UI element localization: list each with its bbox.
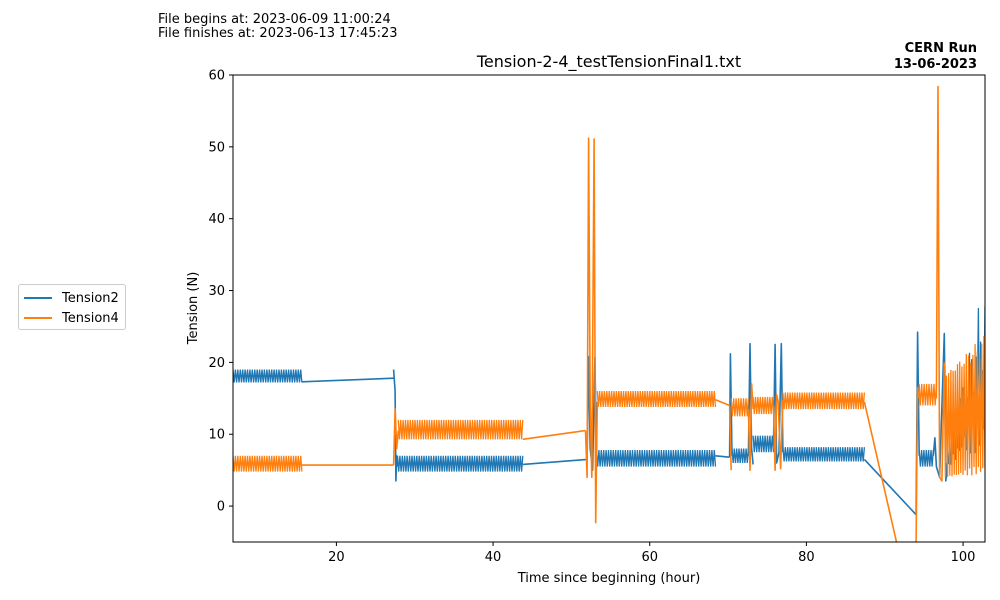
- tension4-line-4: [522, 429, 586, 441]
- tension2-line-14: [863, 458, 917, 516]
- tension2-band-13: [782, 447, 866, 462]
- y-tick-label-10: 10: [208, 428, 225, 443]
- tension2-line-2: [392, 369, 399, 482]
- tension4-band-16: [918, 383, 938, 406]
- tension4-growth-18: [943, 335, 985, 478]
- tension4-line-12: [772, 393, 784, 472]
- x-tick-label-20: 20: [328, 550, 345, 565]
- series-tension2: [233, 306, 985, 516]
- run-label: CERN Run: [904, 41, 977, 56]
- tension2-band-0: [233, 369, 303, 383]
- legend-item-tension2: Tension2: [24, 289, 119, 307]
- y-tick-label-40: 40: [208, 212, 225, 227]
- tension4-line-10: [747, 383, 754, 472]
- x-tick-label-80: 80: [798, 550, 815, 565]
- tension4-line-7: [715, 398, 730, 407]
- chart-legend: Tension2 Tension4: [18, 284, 126, 330]
- tension2-line-7: [715, 455, 730, 458]
- legend-label-tension2: Tension2: [62, 290, 119, 306]
- y-tick-label-0: 0: [217, 500, 225, 515]
- tension2-band-11: [752, 435, 775, 453]
- legend-swatch-tension2: [24, 297, 52, 299]
- legend-swatch-tension4: [24, 317, 52, 319]
- y-tick-label-30: 30: [208, 284, 225, 299]
- run-date-label: 13-06-2023: [893, 57, 977, 72]
- file-begins-text: File begins at: 2023-06-09 11:00:24: [158, 12, 391, 27]
- tension4-line-5: [584, 137, 599, 524]
- tension2-line-1: [301, 377, 394, 383]
- tension2-line-12: [772, 342, 784, 464]
- x-tick-label-100: 100: [951, 550, 976, 565]
- y-tick-label-20: 20: [208, 356, 225, 371]
- tension2-line-4: [522, 458, 588, 466]
- tension4-line-17: [935, 85, 946, 482]
- x-tick-label-40: 40: [485, 550, 502, 565]
- legend-label-tension4: Tension4: [62, 310, 119, 326]
- tension2-band-9: [731, 448, 750, 464]
- x-axis-label: Time since beginning (hour): [517, 571, 701, 586]
- plot-frame: [232, 74, 986, 543]
- legend-item-tension4: Tension4: [24, 309, 119, 327]
- chart-title: Tension-2-4_testTensionFinal1.txt: [476, 52, 741, 72]
- tension4-band-0: [233, 455, 303, 472]
- tension4-band-3: [397, 419, 524, 440]
- tension2-band-16: [918, 449, 934, 467]
- tension4-line-15: [915, 386, 920, 542]
- tension2-band-6: [595, 449, 717, 467]
- tension4-line-2: [392, 408, 400, 466]
- tension4-band-6: [596, 391, 717, 407]
- y-axis-label: Tension (N): [186, 272, 201, 346]
- tension4-band-9: [730, 398, 750, 417]
- tension4-band-11: [752, 396, 775, 415]
- tension2-band-3: [396, 455, 524, 472]
- y-tick-label-50: 50: [208, 140, 225, 155]
- file-finishes-text: File finishes at: 2023-06-13 17:45:23: [158, 26, 398, 41]
- tension4-line-14: [863, 401, 898, 542]
- y-tick-label-60: 60: [208, 69, 225, 84]
- tension4-band-13: [782, 392, 866, 410]
- series-tension4: [233, 85, 985, 542]
- x-tick-label-60: 60: [641, 550, 658, 565]
- tension4-line-8: [728, 405, 732, 471]
